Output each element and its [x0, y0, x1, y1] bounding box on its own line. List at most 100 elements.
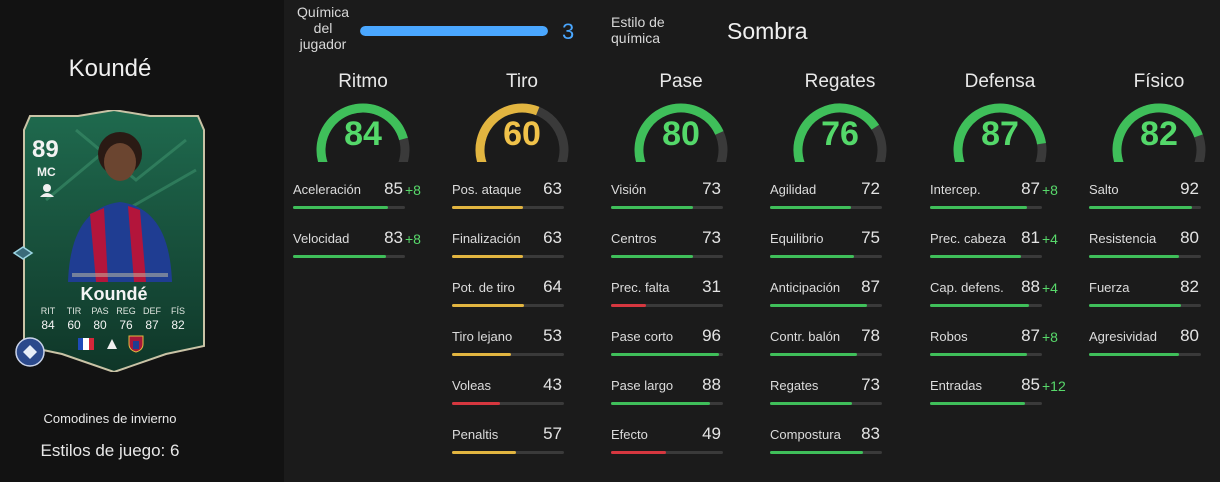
stat-row[interactable]: Entradas 85 +12 [930, 370, 1070, 419]
stat-column-title: Tiro [505, 71, 539, 92]
stat-row[interactable]: Equilibrio 75 [770, 223, 910, 272]
stat-row[interactable]: Prec. falta 31 [611, 272, 751, 321]
gauge-fill [634, 103, 724, 162]
stat-bar [452, 206, 564, 209]
stat-value: 81 [1021, 228, 1040, 247]
stat-bar [293, 206, 405, 209]
stat-value: 78 [861, 326, 880, 345]
stat-list: Visión 73 Centros 73 Prec. falta 31 Pase corto… [611, 174, 751, 468]
stat-gauge-arc [953, 103, 1047, 162]
card-stat-fis: FÍS 82 [170, 306, 185, 332]
card-rating: 89 [32, 136, 59, 163]
stat-bar-fill [1089, 353, 1179, 356]
stat-gauge-arc [316, 103, 410, 162]
stat-row[interactable]: Efecto 49 [611, 419, 751, 468]
stat-row[interactable]: Centros 73 [611, 223, 751, 272]
stat-column-1: Tiro 60 Pos. ataque 63 Finalización 63 Pot. de… [452, 70, 592, 468]
stat-bar [770, 353, 882, 356]
stat-row[interactable]: Tiro lejano 53 [452, 321, 592, 370]
stat-row[interactable]: Pase corto 96 [611, 321, 751, 370]
stat-value: 72 [861, 179, 880, 198]
stat-row[interactable]: Fuerza 82 [1089, 272, 1220, 321]
playstyle-plus-icon [15, 337, 45, 367]
stat-value: 63 [543, 179, 562, 198]
stat-bar-fill [293, 255, 386, 258]
stat-name: Pot. de tiro [452, 280, 515, 295]
stat-bar-fill [452, 402, 501, 405]
stat-bar [770, 304, 882, 307]
stat-bar [611, 402, 723, 405]
stat-bar [452, 402, 564, 405]
stat-value: 87 [1021, 179, 1040, 198]
stat-boost: +8 [1042, 182, 1058, 198]
stat-boost: +8 [405, 231, 421, 247]
stat-bar [611, 255, 723, 258]
stat-gauge-value: 84 [344, 115, 382, 153]
stat-bar-fill [930, 255, 1021, 258]
stat-row[interactable]: Pot. de tiro 64 [452, 272, 592, 321]
player-panel: Koundé 89 MC Koundé RIT 84 [0, 0, 284, 482]
stat-row[interactable]: Regates 73 [770, 370, 910, 419]
stat-list: Aceleración 85 +8 Velocidad 83 +8 [293, 174, 433, 272]
stat-row[interactable]: Robos 87 +8 [930, 321, 1070, 370]
stat-name: Salto [1089, 182, 1119, 197]
stat-value: 80 [1180, 326, 1199, 345]
stat-name: Pase corto [611, 329, 674, 344]
stat-bar [611, 304, 723, 307]
stat-row[interactable]: Compostura 83 [770, 419, 910, 468]
boost-arrow-icon [12, 246, 34, 260]
stat-row[interactable]: Intercep. 87 +8 [930, 174, 1070, 223]
playstyles-count[interactable]: Estilos de juego: 6 [40, 441, 180, 460]
gauge-fill [475, 103, 540, 162]
stat-bar-fill [1089, 206, 1193, 209]
card-stat-def: DEF 87 [143, 306, 161, 332]
player-name-title: Koundé [68, 55, 152, 82]
stat-name: Visión [611, 182, 647, 197]
stat-row[interactable]: Velocidad 83 +8 [293, 223, 433, 272]
stat-row[interactable]: Salto 92 [1089, 174, 1220, 223]
stat-bar-fill [293, 206, 389, 209]
stat-row[interactable]: Agresividad 80 [1089, 321, 1220, 370]
stat-bar-fill [770, 206, 851, 209]
stat-row[interactable]: Contr. balón 78 [770, 321, 910, 370]
stat-name: Aceleración [293, 182, 361, 197]
stat-row[interactable]: Voleas 43 [452, 370, 592, 419]
gauge-fill [953, 103, 1046, 162]
stat-bar [611, 353, 723, 356]
stat-bar [770, 206, 882, 209]
stat-bar-fill [1089, 304, 1181, 307]
stat-name: Agresividad [1089, 329, 1157, 344]
stat-value: 43 [543, 375, 562, 394]
stat-value: 83 [861, 424, 880, 443]
promo-name: Comodines de invierno [43, 411, 177, 426]
gauge-fill [316, 103, 408, 162]
stat-name: Prec. falta [611, 280, 670, 295]
stat-row[interactable]: Cap. defens. 88 +4 [930, 272, 1070, 321]
stat-row[interactable]: Pase largo 88 [611, 370, 751, 419]
stat-value: 82 [1180, 277, 1199, 296]
stat-row[interactable]: Aceleración 85 +8 [293, 174, 433, 223]
stat-bar-fill [770, 255, 854, 258]
stat-gauge-value: 60 [503, 115, 541, 153]
stat-name: Equilibrio [770, 231, 824, 246]
chemistry-style-value[interactable]: Sombra [727, 18, 808, 44]
stat-row[interactable]: Visión 73 [611, 174, 751, 223]
stat-bar [770, 402, 882, 405]
stat-row[interactable]: Prec. cabeza 81 +4 [930, 223, 1070, 272]
stat-bar-fill [770, 402, 852, 405]
stat-row[interactable]: Pos. ataque 63 [452, 174, 592, 223]
stat-bar-fill [770, 353, 858, 356]
stat-name: Entradas [930, 378, 983, 393]
stat-row[interactable]: Finalización 63 [452, 223, 592, 272]
player-card[interactable]: 89 MC Koundé RIT 84 TIR 60 PAS 80 REG 76 DEF… [16, 110, 212, 372]
stat-name: Pase largo [611, 378, 674, 393]
stat-row[interactable]: Resistencia 80 [1089, 223, 1220, 272]
stat-row[interactable]: Penaltis 57 [452, 419, 592, 468]
gauge-fill [793, 103, 880, 162]
stat-bar-fill [770, 451, 863, 454]
stat-gauge-value: 87 [981, 115, 1019, 153]
stat-bar [930, 402, 1042, 405]
stat-row[interactable]: Anticipación 87 [770, 272, 910, 321]
stat-row[interactable]: Agilidad 72 [770, 174, 910, 223]
stat-list: Intercep. 87 +8 Prec. cabeza 81 +4 Cap. defens… [930, 174, 1070, 419]
